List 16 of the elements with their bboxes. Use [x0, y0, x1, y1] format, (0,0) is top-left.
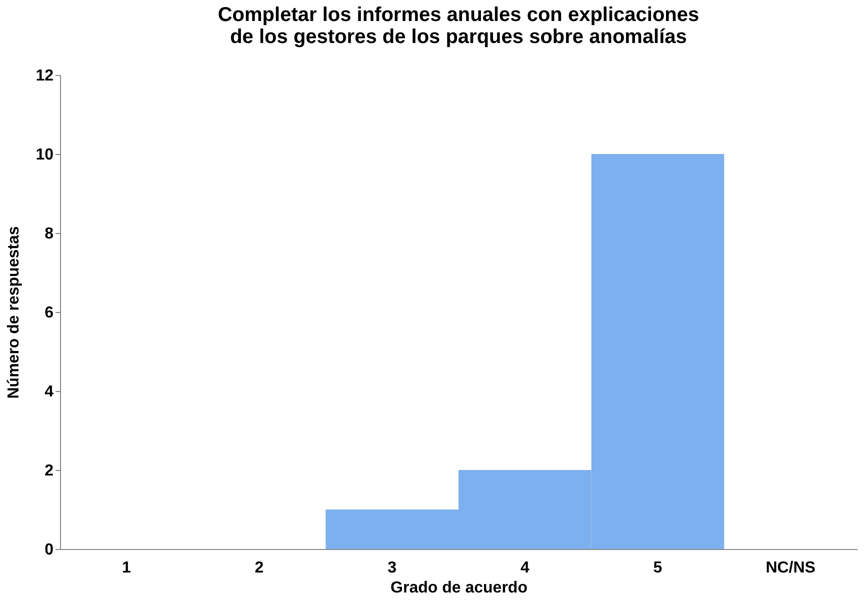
y-tick-label: 2: [44, 462, 54, 480]
x-tick-label: 2: [254, 560, 264, 576]
x-tick-label: NC/NS: [766, 560, 816, 576]
y-tick-label: 10: [36, 146, 54, 164]
x-tick-label: 1: [122, 560, 131, 576]
y-tick-label: 8: [44, 226, 54, 242]
x-tick-label: 3: [388, 560, 397, 576]
y-tick-label: 0: [44, 542, 54, 558]
chart-title: Completar los informes anuales con explicaciones de los gestores de los parques sobre anomalías: [218, 4, 700, 48]
y-axis-title: Número de respuestas: [6, 226, 23, 399]
y-tick-label: 4: [44, 384, 54, 400]
x-tick-label: 4: [520, 560, 530, 576]
x-axis-title: Grado de acuerdo: [390, 580, 528, 596]
x-tick-label: 5: [653, 560, 662, 576]
y-tick-label: 12: [36, 68, 54, 84]
y-tick-label: 6: [44, 304, 54, 322]
